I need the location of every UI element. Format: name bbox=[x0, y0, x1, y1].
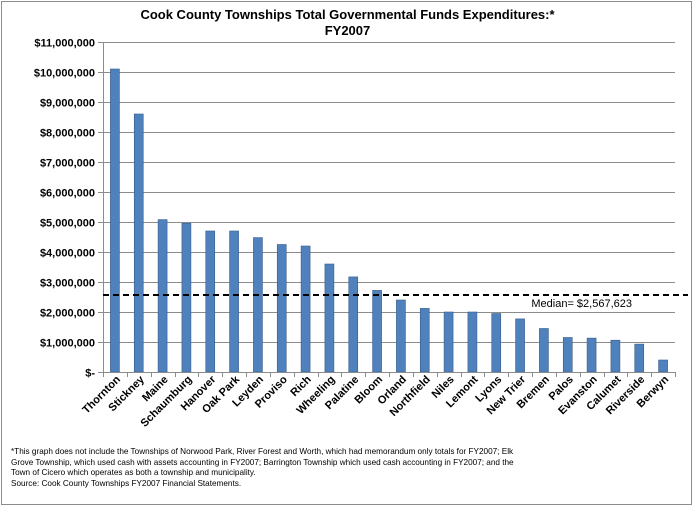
y-tick-label: $11,000,000 bbox=[34, 38, 95, 50]
axes bbox=[103, 42, 676, 377]
median-label: Median= $2,567,623 bbox=[531, 298, 632, 310]
bar bbox=[181, 222, 192, 373]
x-axis-categories: ThorntonStickneyMaineSchaumburgHanoverOa… bbox=[80, 373, 671, 430]
bar bbox=[372, 290, 382, 373]
y-tick-label: $1,000,000 bbox=[40, 338, 95, 350]
bar bbox=[276, 244, 287, 373]
footnote-line-3: Town of Cicero which operates as both a … bbox=[11, 468, 256, 478]
chart-title: Cook County Townships Total Governmental… bbox=[140, 7, 555, 38]
bar bbox=[253, 237, 263, 373]
bar bbox=[658, 359, 668, 373]
y-tick-label: $3,000,000 bbox=[40, 278, 95, 290]
bar bbox=[515, 318, 525, 373]
y-tick-label: $- bbox=[85, 368, 95, 380]
median-marker: Median= $2,567,623 bbox=[103, 293, 688, 310]
bar bbox=[586, 337, 597, 373]
bar bbox=[419, 308, 430, 373]
footnote-source: Source: Cook County Townships FY2007 Fin… bbox=[11, 478, 242, 488]
y-axis-ticks: $- $1,000,000 $2,000,000 $3,000,000 $4,000,0… bbox=[34, 38, 103, 380]
bar bbox=[634, 343, 645, 373]
y-tick-label: $5,000,000 bbox=[40, 218, 95, 230]
bar bbox=[491, 313, 502, 373]
bar bbox=[539, 328, 549, 373]
y-tick-label: $7,000,000 bbox=[40, 158, 95, 170]
bar bbox=[133, 113, 144, 373]
y-tick-label: $6,000,000 bbox=[40, 188, 95, 200]
bar bbox=[229, 230, 239, 373]
bar bbox=[348, 276, 359, 373]
bars bbox=[110, 68, 668, 373]
bar bbox=[610, 339, 621, 373]
bar bbox=[324, 263, 335, 373]
footnote-line-2: Grove Township, which used cash with ass… bbox=[11, 457, 514, 467]
bar bbox=[205, 230, 216, 373]
bar bbox=[443, 311, 454, 373]
bar bbox=[396, 299, 406, 373]
footnote: *This graph does not include the Townshi… bbox=[11, 447, 683, 489]
bar bbox=[562, 337, 573, 373]
gridlines bbox=[103, 42, 675, 343]
y-tick-label: $4,000,000 bbox=[40, 248, 95, 260]
bar bbox=[467, 311, 478, 373]
bar bbox=[110, 68, 120, 373]
footnote-line-1: *This graph does not include the Townshi… bbox=[11, 447, 514, 456]
y-tick-label: $9,000,000 bbox=[40, 98, 95, 110]
y-tick-label: $8,000,000 bbox=[40, 128, 95, 140]
bar bbox=[300, 245, 311, 373]
y-tick-label: $10,000,000 bbox=[34, 68, 95, 80]
y-tick-label: $2,000,000 bbox=[40, 308, 95, 320]
bar-chart: $- $1,000,000 $2,000,000 $3,000,000 $4,000,0… bbox=[34, 38, 688, 430]
